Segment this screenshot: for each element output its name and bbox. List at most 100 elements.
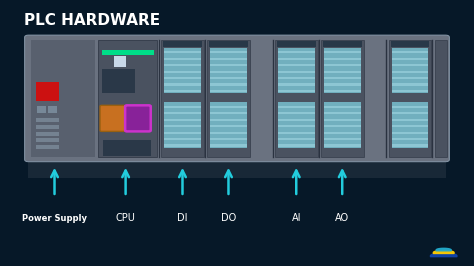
Bar: [36, 118, 59, 122]
Bar: [210, 48, 247, 93]
Bar: [324, 131, 361, 134]
Bar: [392, 112, 428, 114]
Bar: [392, 90, 428, 92]
Bar: [103, 140, 151, 156]
Bar: [207, 40, 250, 157]
Bar: [323, 41, 362, 47]
FancyBboxPatch shape: [125, 105, 151, 131]
Bar: [324, 119, 361, 121]
Bar: [392, 102, 428, 148]
Bar: [324, 125, 361, 127]
Bar: [278, 119, 315, 121]
Bar: [210, 106, 247, 108]
Text: Power Supply: Power Supply: [22, 214, 87, 223]
Bar: [278, 77, 315, 79]
Bar: [275, 40, 318, 157]
Bar: [164, 131, 201, 134]
Bar: [210, 77, 247, 79]
Bar: [210, 125, 247, 127]
Bar: [392, 144, 428, 147]
Bar: [392, 48, 428, 93]
Bar: [324, 144, 361, 147]
FancyBboxPatch shape: [100, 105, 126, 131]
Bar: [392, 125, 428, 127]
Bar: [164, 51, 201, 53]
Bar: [210, 144, 247, 147]
Bar: [164, 64, 201, 66]
Bar: [278, 58, 315, 60]
Bar: [392, 119, 428, 121]
Bar: [164, 90, 201, 92]
Bar: [324, 102, 361, 148]
Bar: [278, 64, 315, 66]
Bar: [210, 138, 247, 140]
Bar: [36, 138, 59, 142]
Bar: [164, 48, 201, 93]
Bar: [392, 70, 428, 73]
Bar: [164, 119, 201, 121]
Bar: [102, 50, 154, 55]
Text: DO: DO: [221, 213, 236, 223]
Bar: [36, 125, 59, 129]
Bar: [164, 70, 201, 73]
Bar: [164, 144, 201, 147]
Bar: [102, 69, 135, 93]
Bar: [164, 112, 201, 114]
Bar: [164, 106, 201, 108]
Bar: [36, 132, 59, 136]
Bar: [164, 125, 201, 127]
Bar: [324, 90, 361, 92]
Bar: [114, 56, 126, 66]
Bar: [392, 51, 428, 53]
Bar: [324, 64, 361, 66]
Bar: [210, 58, 247, 60]
Bar: [392, 77, 428, 79]
Bar: [278, 70, 315, 73]
Bar: [278, 125, 315, 127]
Bar: [210, 102, 247, 148]
Bar: [324, 70, 361, 73]
Bar: [210, 131, 247, 134]
Bar: [324, 77, 361, 79]
Bar: [28, 160, 446, 178]
Bar: [324, 48, 361, 93]
Bar: [278, 84, 315, 86]
Bar: [164, 58, 201, 60]
Bar: [210, 112, 247, 114]
Bar: [392, 84, 428, 86]
Bar: [209, 41, 248, 47]
Bar: [210, 119, 247, 121]
Bar: [37, 106, 46, 113]
Bar: [324, 84, 361, 86]
Bar: [392, 131, 428, 134]
Bar: [435, 40, 447, 157]
Bar: [389, 40, 431, 157]
Bar: [324, 51, 361, 53]
Text: CPU: CPU: [116, 213, 136, 223]
Bar: [164, 84, 201, 86]
Bar: [324, 106, 361, 108]
Bar: [278, 138, 315, 140]
Bar: [278, 144, 315, 147]
Bar: [392, 138, 428, 140]
Text: AO: AO: [335, 213, 349, 223]
Bar: [31, 40, 95, 157]
Bar: [163, 41, 202, 47]
Bar: [278, 48, 315, 93]
Bar: [278, 51, 315, 53]
Bar: [392, 106, 428, 108]
Bar: [48, 106, 57, 113]
FancyBboxPatch shape: [25, 35, 449, 162]
Bar: [321, 40, 364, 157]
Text: DI: DI: [177, 213, 188, 223]
Bar: [392, 64, 428, 66]
Bar: [278, 106, 315, 108]
Bar: [210, 90, 247, 92]
Bar: [210, 84, 247, 86]
Bar: [210, 70, 247, 73]
Bar: [210, 51, 247, 53]
Bar: [98, 40, 157, 157]
Bar: [36, 82, 59, 101]
Text: PLC HARDWARE: PLC HARDWARE: [24, 13, 160, 28]
Bar: [391, 41, 429, 47]
